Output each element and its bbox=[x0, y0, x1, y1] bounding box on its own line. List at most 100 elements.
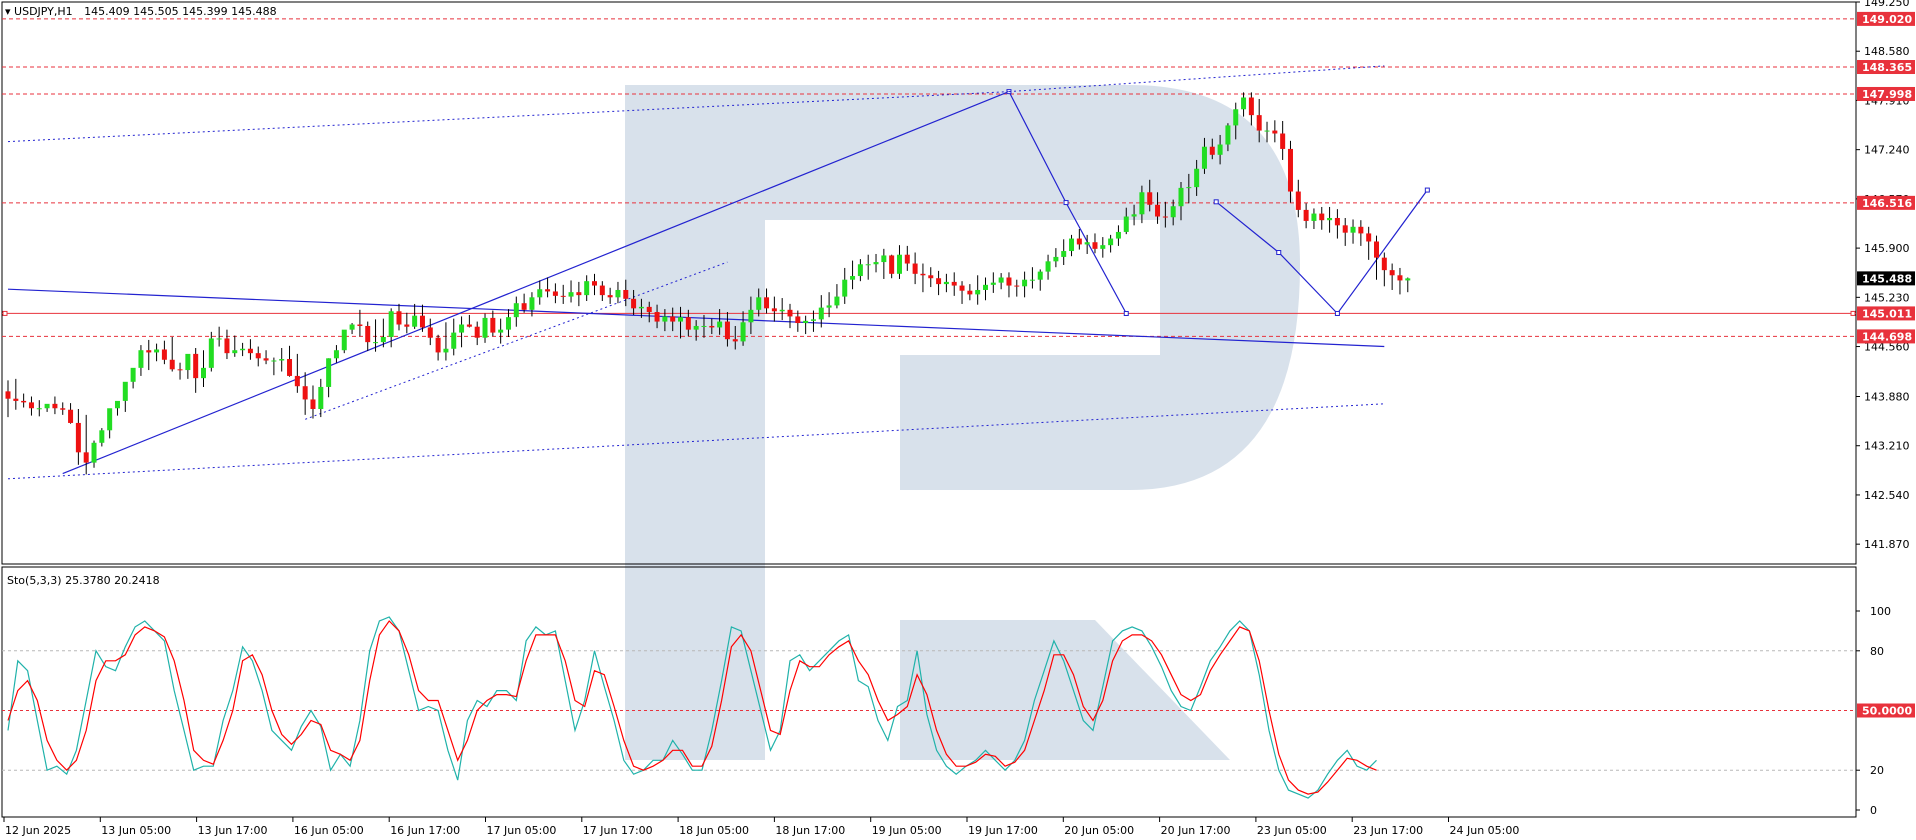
stochastic-50-label: 50.0000 bbox=[1862, 705, 1912, 718]
candle-body bbox=[365, 325, 371, 343]
candle-body bbox=[732, 339, 738, 342]
candle-body bbox=[873, 262, 879, 265]
candle-body bbox=[1194, 168, 1200, 188]
candle-body bbox=[482, 317, 488, 338]
stochastic-main-line bbox=[7, 616, 1377, 799]
candle-body bbox=[232, 350, 238, 354]
candle-body bbox=[1186, 187, 1192, 189]
time-tick-label: 20 Jun 05:00 bbox=[1064, 824, 1134, 837]
candle-body bbox=[1350, 226, 1356, 233]
candle-body bbox=[631, 298, 637, 309]
candle-body bbox=[1225, 125, 1231, 145]
candle-body bbox=[451, 332, 457, 349]
trend-node bbox=[1276, 250, 1282, 256]
candle-body bbox=[435, 337, 441, 353]
level-tag-label: 145.011 bbox=[1862, 307, 1912, 320]
time-tick-label: 19 Jun 05:00 bbox=[872, 824, 942, 837]
candle-body bbox=[623, 289, 629, 299]
candle-body bbox=[255, 353, 261, 359]
candle-body bbox=[1366, 233, 1372, 242]
price-chart-pane[interactable] bbox=[1, 1, 1857, 565]
stochastic-axis: 100 80 50.0000 20 0 bbox=[1856, 605, 1915, 817]
candles bbox=[5, 92, 1411, 475]
current-price-label: 145.488 bbox=[1862, 272, 1912, 285]
candle-body bbox=[5, 391, 11, 399]
candle-body bbox=[537, 289, 543, 298]
candle-body bbox=[529, 297, 535, 310]
price-tick-label: 149.250 bbox=[1864, 0, 1910, 9]
stochastic-lines bbox=[7, 616, 1377, 799]
candle-body bbox=[1264, 130, 1270, 132]
candle-body bbox=[201, 367, 206, 379]
candle-body bbox=[1100, 245, 1106, 249]
candle-body bbox=[114, 400, 120, 409]
candle-body bbox=[834, 296, 840, 306]
candle-body bbox=[795, 316, 801, 324]
candle-body bbox=[912, 263, 918, 274]
candle-body bbox=[1248, 97, 1254, 116]
time-tick-label: 24 Jun 05:00 bbox=[1450, 824, 1520, 837]
candle-body bbox=[1217, 144, 1223, 155]
candle-body bbox=[568, 292, 574, 297]
candle-body bbox=[1014, 285, 1020, 287]
candle-body bbox=[1233, 109, 1239, 126]
candle-body bbox=[146, 350, 152, 353]
time-axis: 12 Jun 2025 13 Jun 05:00 13 Jun 17:00 16 Ju… bbox=[3, 817, 1520, 837]
stochastic-tick-label: 100 bbox=[1870, 605, 1891, 618]
candle-body bbox=[638, 306, 644, 309]
stochastic-pane[interactable] bbox=[1, 566, 1857, 818]
candle-body bbox=[177, 369, 183, 371]
candle-body bbox=[505, 317, 511, 330]
time-tick-label: 18 Jun 05:00 bbox=[679, 824, 749, 837]
candle-body bbox=[28, 402, 34, 409]
stochastic-50-tag bbox=[1857, 703, 1915, 718]
level-tag bbox=[1857, 306, 1915, 321]
candle-body bbox=[52, 403, 58, 409]
level-tag bbox=[1857, 329, 1915, 344]
candle-body bbox=[287, 359, 293, 376]
time-tick-label: 23 Jun 17:00 bbox=[1353, 824, 1423, 837]
candle-body bbox=[1311, 213, 1317, 221]
candle-body bbox=[44, 403, 50, 409]
candle-body bbox=[951, 281, 957, 286]
candle-body bbox=[857, 264, 863, 277]
candle-body bbox=[701, 325, 707, 327]
candle-body bbox=[224, 338, 230, 354]
candle-body bbox=[318, 386, 324, 409]
level-handle bbox=[1850, 310, 1856, 316]
candle-body bbox=[154, 349, 160, 353]
level-handle bbox=[2, 310, 8, 316]
candle-body bbox=[936, 278, 942, 285]
candle-body bbox=[607, 295, 613, 298]
stochastic-tick-label: 20 bbox=[1870, 764, 1884, 777]
candle-body bbox=[545, 289, 551, 292]
candle-body bbox=[1334, 217, 1340, 226]
candle-body bbox=[889, 255, 895, 274]
candle-body bbox=[208, 338, 214, 368]
candle-body bbox=[748, 309, 754, 323]
candle-body bbox=[998, 277, 1004, 283]
time-tick-label: 23 Jun 05:00 bbox=[1257, 824, 1327, 837]
time-tick-label: 16 Jun 05:00 bbox=[294, 824, 364, 837]
watermark-stroke bbox=[900, 620, 1230, 760]
candle-body bbox=[513, 303, 519, 318]
candle-body bbox=[943, 281, 949, 285]
candle-body bbox=[1037, 271, 1043, 280]
candle-body bbox=[779, 309, 785, 312]
time-tick-label: 17 Jun 17:00 bbox=[583, 824, 653, 837]
candle-body bbox=[1061, 251, 1067, 257]
candle-body bbox=[1272, 130, 1278, 134]
candle-body bbox=[294, 375, 300, 387]
candle-body bbox=[771, 308, 777, 312]
stochastic-tick-label: 0 bbox=[1870, 804, 1877, 817]
candle-body bbox=[1209, 146, 1215, 155]
price-tick-label: 143.210 bbox=[1864, 440, 1910, 453]
candle-body bbox=[1092, 242, 1098, 249]
candle-body bbox=[302, 386, 308, 400]
candle-body bbox=[678, 317, 684, 322]
candle-body bbox=[1045, 261, 1051, 272]
candle-body bbox=[1147, 192, 1153, 205]
candle-body bbox=[419, 315, 425, 328]
candle-body bbox=[1389, 270, 1395, 276]
